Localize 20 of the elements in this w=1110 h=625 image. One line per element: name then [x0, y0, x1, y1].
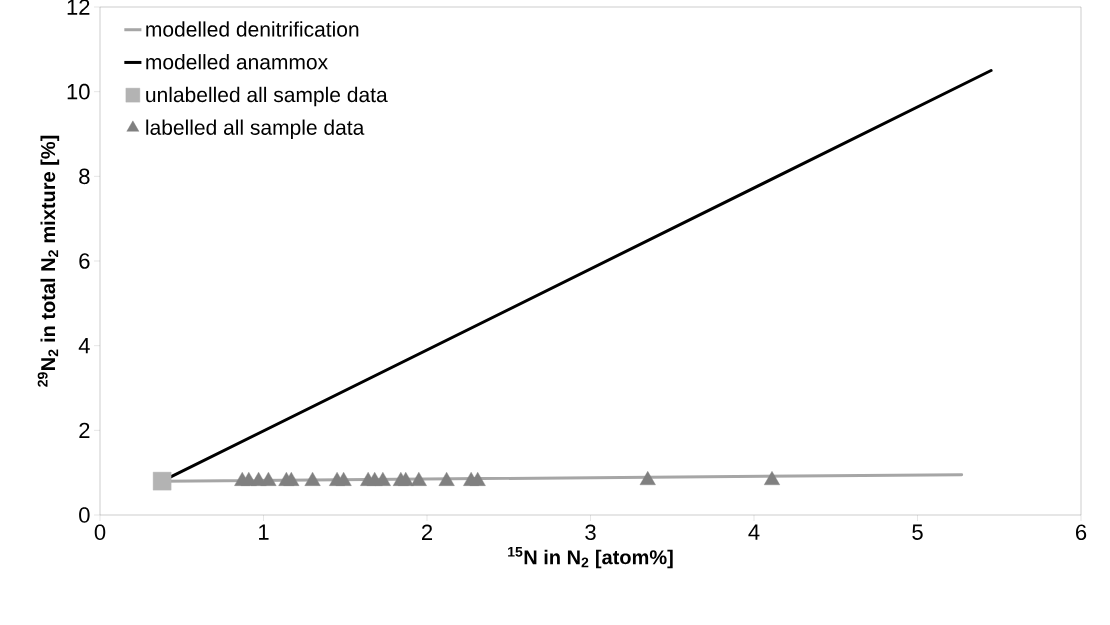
x-tick-label: 1 — [259, 524, 269, 540]
x-tick-label: 6 — [1076, 524, 1087, 541]
x-axis-title: $^{15}$N in N$_{2}$ [atom%] — [508, 546, 673, 569]
y-tick-label: 4 — [78, 338, 90, 354]
legend-label: modelled anammox — [146, 54, 328, 70]
y-tick-label: 0 — [79, 507, 90, 523]
x-tick-label: 2 — [422, 524, 433, 540]
x-tick-label: 5 — [912, 524, 923, 540]
y-axis-title: $^{29}$N$_{2}$ in total N$_{2}$ mixture [%] — [37, 135, 60, 387]
legend-label: labelled all sample data — [146, 119, 365, 140]
y-tick-label: 12 — [67, 0, 90, 15]
x-tick-label: 3 — [585, 524, 596, 541]
x-tick-label: 0 — [94, 524, 106, 541]
legend-label: unlabelled all sample data — [146, 86, 388, 107]
x-tick-label: 4 — [748, 524, 760, 540]
y-tick-label: 6 — [79, 253, 90, 269]
y-tick-label: 10 — [67, 83, 90, 100]
legend-label: modelled denitrification — [146, 21, 359, 37]
y-tick-label: 2 — [79, 422, 90, 439]
y-tick-label: 8 — [79, 168, 90, 185]
